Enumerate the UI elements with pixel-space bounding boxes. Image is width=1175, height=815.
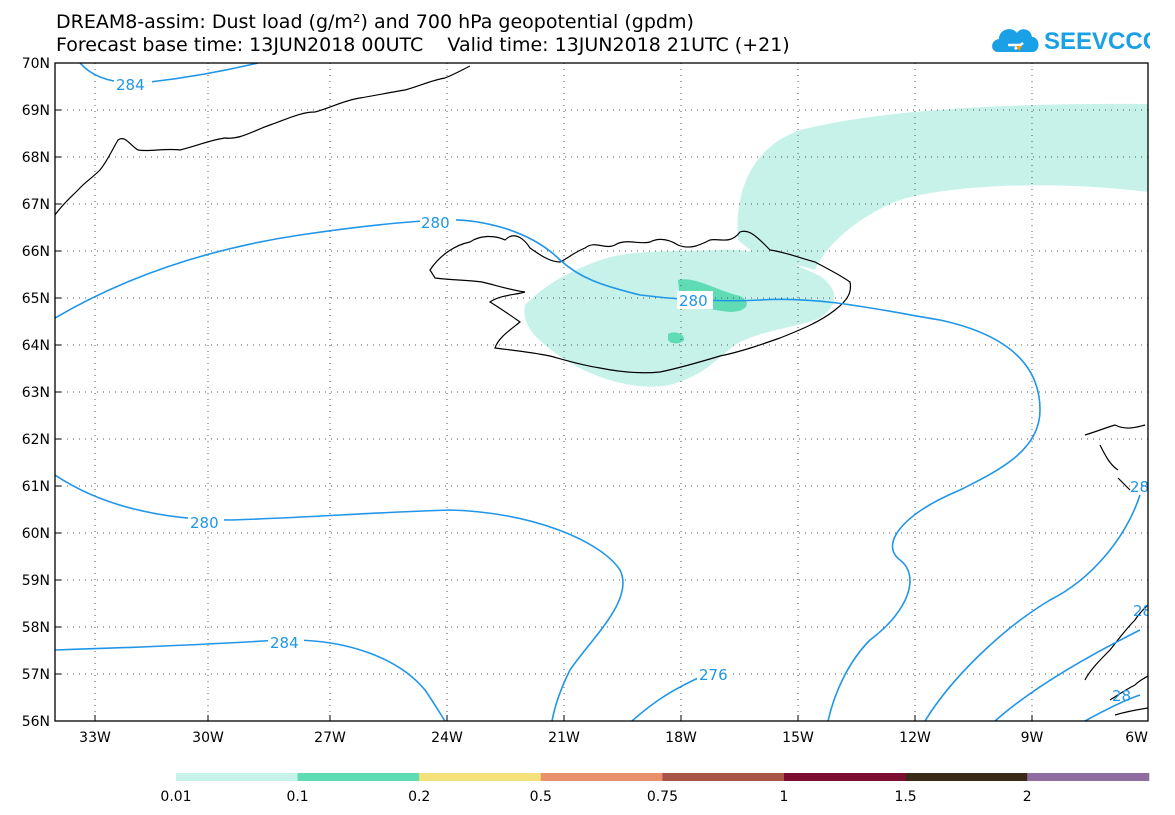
contour-east-1 [924, 494, 1141, 721]
longitude-label: 12W [899, 730, 931, 746]
contour-label: 284 [116, 76, 145, 94]
greenland-coast [55, 65, 471, 216]
latitude-label: 57N [22, 667, 50, 683]
gridlines [55, 63, 1148, 721]
longitude-label: 33W [79, 730, 111, 746]
geopotential-contours [55, 63, 1141, 721]
longitude-label: 18W [665, 730, 697, 746]
longitude-label: 30W [192, 730, 224, 746]
contour-label: 280 [190, 514, 219, 532]
contour-labels: 284 280 280 280 284 276 28 28 28 [114, 75, 1152, 705]
contour-label: 280 [421, 214, 450, 232]
scotland-coast [1084, 604, 1148, 716]
contour-east-2 [994, 629, 1141, 721]
coastlines [55, 65, 1148, 716]
latitude-label: 63N [22, 385, 50, 401]
contour-276 [631, 674, 706, 721]
logo-text: SEEVCCC [1044, 28, 1150, 55]
longitude-label: 27W [314, 730, 346, 746]
latitude-label: 66N [22, 244, 50, 260]
latitude-label: 62N [22, 432, 50, 448]
latitude-label: 58N [22, 620, 50, 636]
contour-label: 284 [270, 634, 299, 652]
contour-label: 28 [1133, 602, 1152, 620]
map-title: DREAM8-assim: Dust load (g/m²) and 700 h… [56, 11, 694, 33]
contour-280-south [55, 474, 624, 721]
contour-284-north [79, 63, 259, 84]
latitude-label: 65N [22, 291, 50, 307]
faroe-coast [1084, 424, 1146, 491]
longitude-label: 6W [1125, 730, 1148, 746]
latitude-label: 64N [22, 338, 50, 354]
latitude-label: 69N [22, 103, 50, 119]
contour-east-3 [1084, 694, 1141, 721]
latitude-label: 59N [22, 573, 50, 589]
seevccc-logo: SEEVCCC [992, 28, 1150, 55]
map-plot-area: 284 280 280 280 284 276 28 28 28 [55, 63, 1152, 721]
longitude-label: 24W [431, 730, 463, 746]
contour-label: 276 [699, 666, 728, 684]
contour-280-north [55, 218, 1041, 721]
cloud-icon [992, 29, 1039, 52]
latitude-label: 60N [22, 526, 50, 542]
latitude-label: 67N [22, 197, 50, 213]
longitude-label: 15W [782, 730, 814, 746]
contour-label: 28 [1130, 478, 1149, 496]
latitude-label: 68N [22, 150, 50, 166]
latitude-label: 70N [22, 56, 50, 72]
contour-284-south [55, 639, 446, 721]
latitude-labels: 70N 69N 68N 67N 66N 65N 64N 63N 62N 61N 60N 59N 58N 5… [22, 56, 50, 730]
longitude-label: 9W [1021, 730, 1044, 746]
longitude-labels: 33W 30W 27W 24W 21W 18W 15W 12W 9W 6W [79, 730, 1148, 746]
dust-patch-high-2 [668, 332, 685, 344]
longitude-label: 21W [548, 730, 580, 746]
axis-ticks [55, 62, 1149, 722]
contour-label: 280 [679, 292, 708, 310]
latitude-label: 56N [22, 714, 50, 730]
map-subtitle: Forecast base time: 13JUN2018 00UTC Vali… [56, 34, 790, 56]
latitude-label: 61N [22, 479, 50, 495]
dust-plume-north [737, 103, 1148, 270]
dust-over-iceland [524, 249, 835, 387]
contour-label: 28 [1112, 687, 1131, 705]
iceland-coast [429, 230, 852, 374]
